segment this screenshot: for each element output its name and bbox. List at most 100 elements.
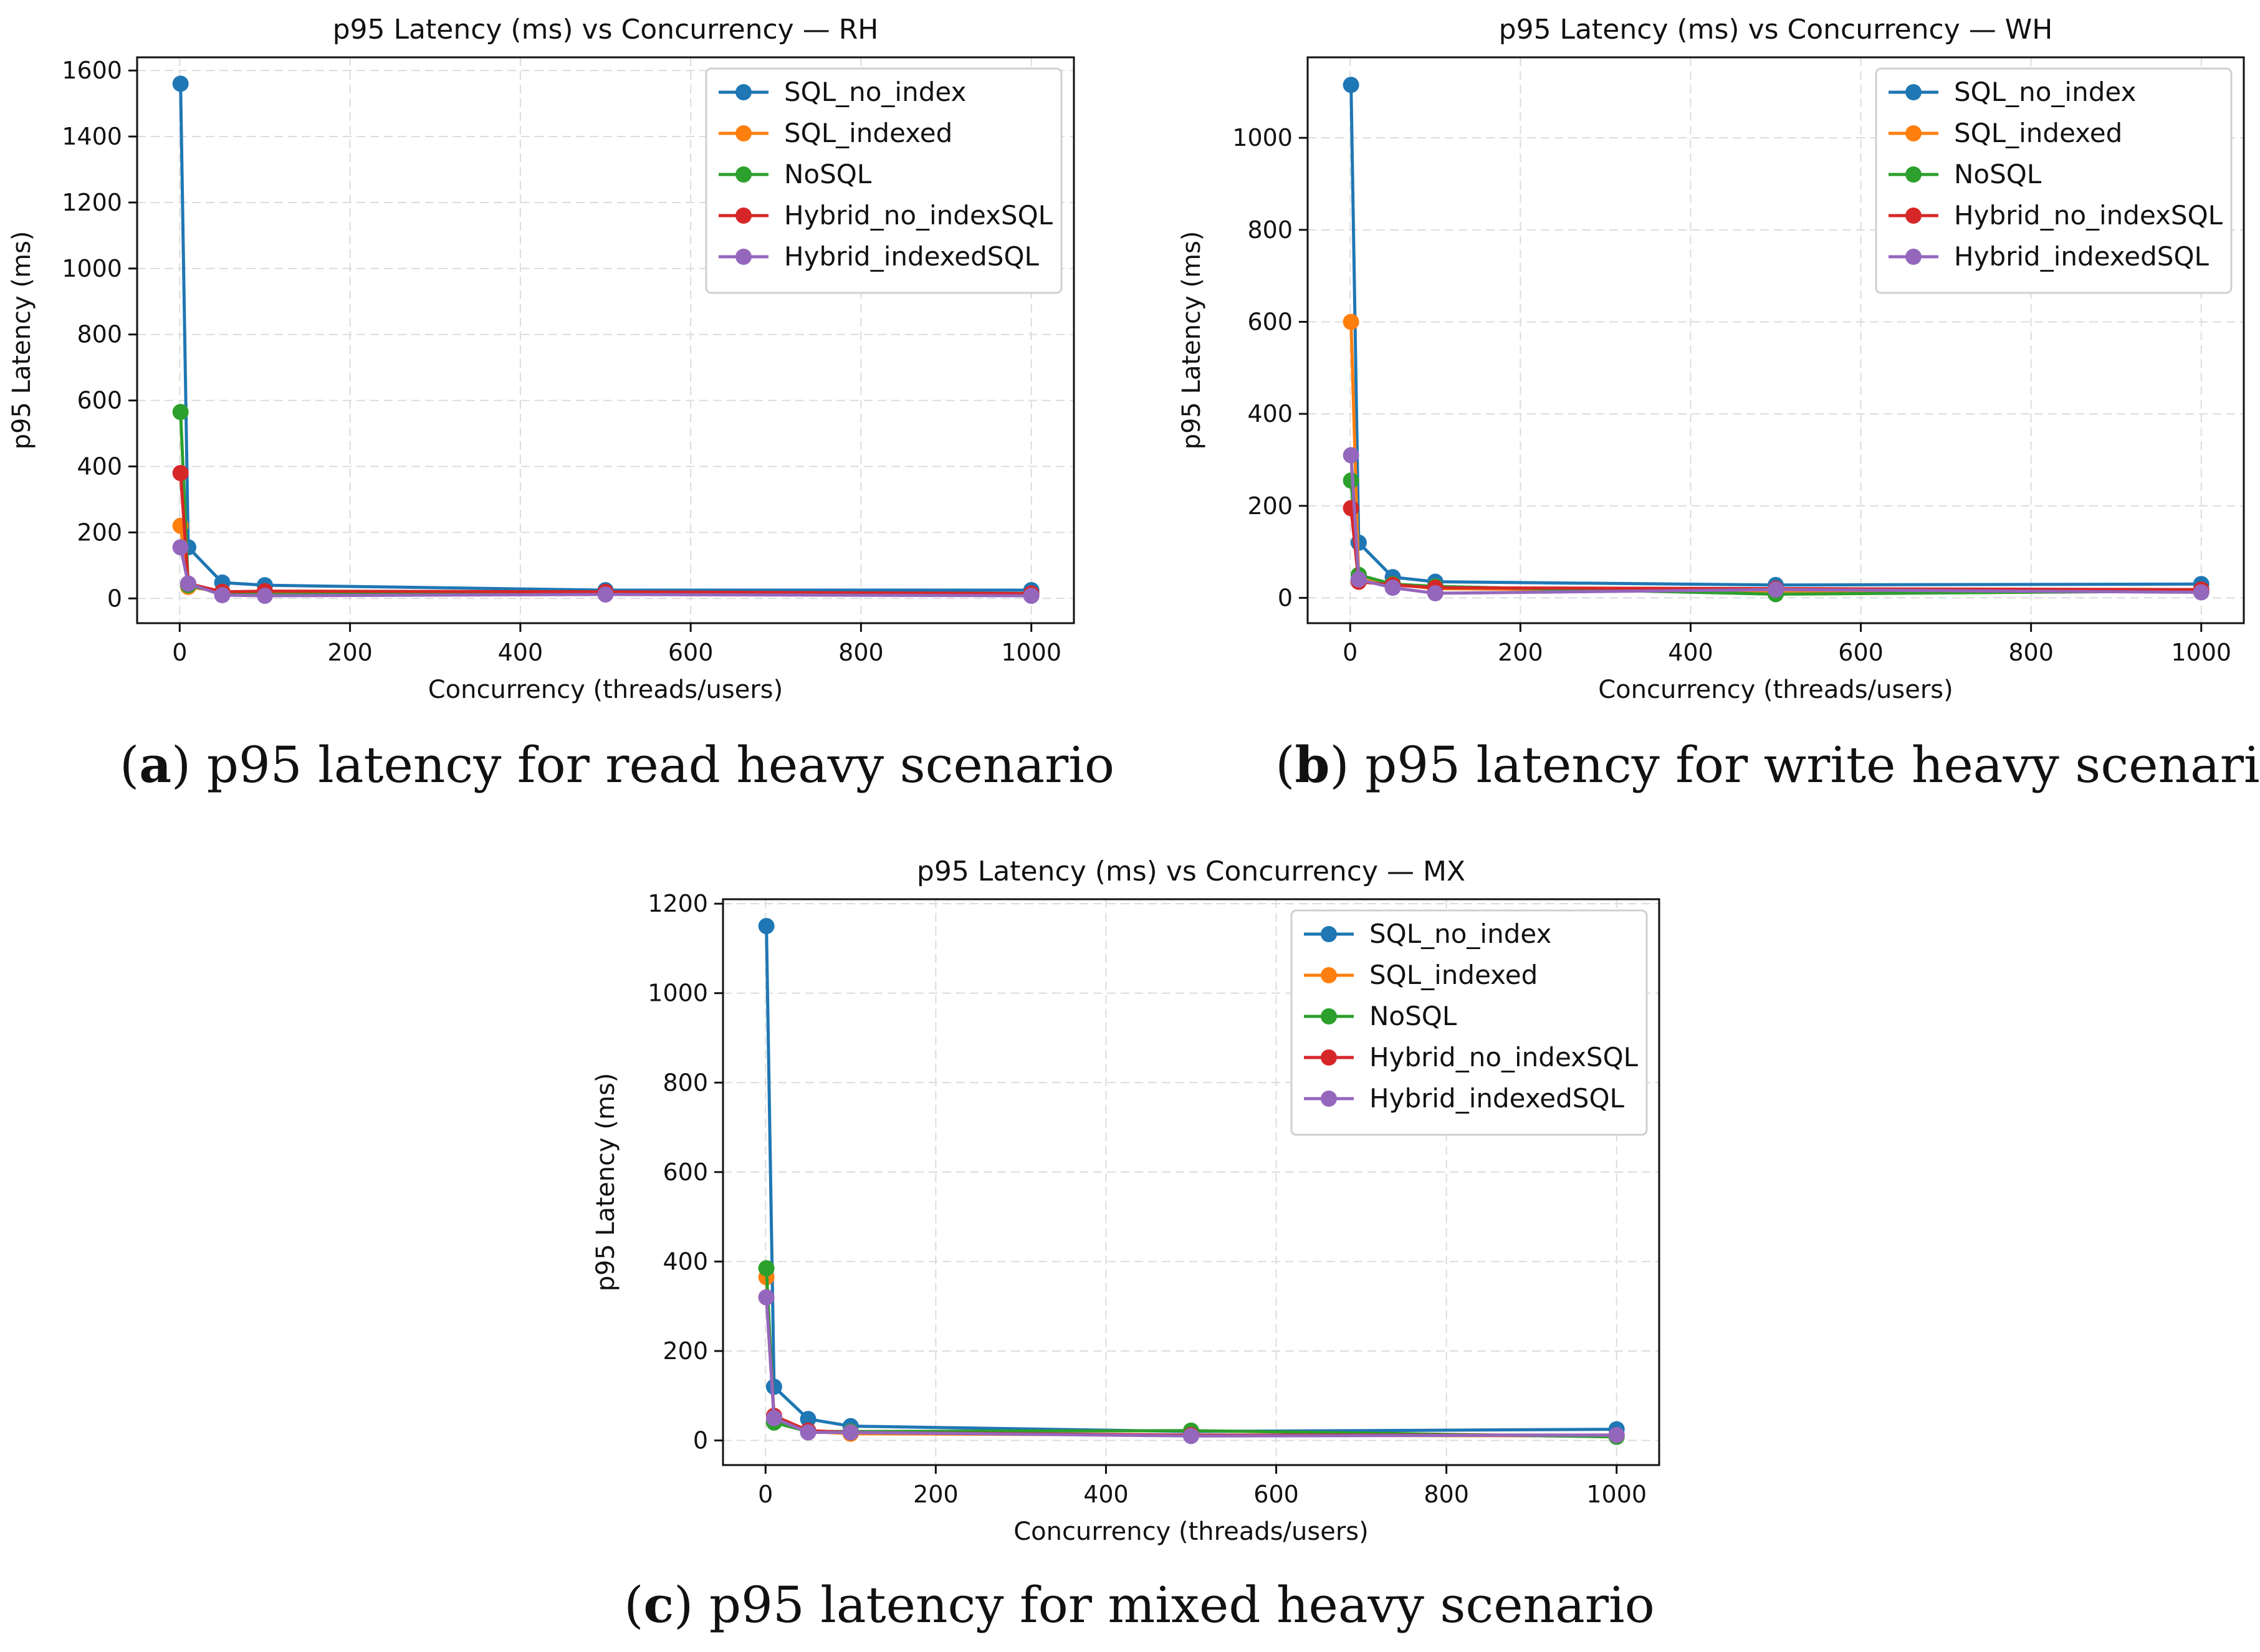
series-line-SQL_no_index (1349, 85, 2201, 587)
data-point-Hybrid_indexedSQL (1608, 1426, 1625, 1443)
y-axis-label: p95 Latency (ms) (1177, 231, 1206, 450)
y-tick-label: 0 (107, 585, 122, 612)
legend-marker-Hybrid_no_indexSQL (1905, 208, 1922, 224)
data-point-Hybrid_indexedSQL (180, 575, 196, 592)
series-line-SQL_indexed (765, 1277, 1617, 1438)
caption-text: ) p95 latency for write heavy scenario (1329, 736, 2260, 794)
series-line-Hybrid_indexedSQL (1349, 455, 2201, 595)
caption-prefix: ( (1275, 736, 1295, 794)
legend: SQL_no_index SQL_indexed NoSQL Hybrid_no_in… (705, 67, 1063, 294)
y-tick-label: 1000 (648, 980, 708, 1007)
data-point-SQL_no_index (172, 75, 189, 92)
x-tick-label: 600 (1838, 639, 1884, 666)
legend-marker-SQL_no_index (735, 84, 752, 100)
data-point-Hybrid_indexedSQL (597, 586, 614, 603)
data-point-SQL_no_index (765, 1378, 782, 1395)
caption-prefix: ( (624, 1576, 643, 1634)
y-tick-label: 1200 (62, 189, 122, 216)
y-tick-label: 0 (693, 1427, 708, 1454)
data-point-Hybrid_indexedSQL (842, 1424, 859, 1441)
x-tick-label: 400 (498, 639, 543, 666)
y-tick-label: 1400 (62, 123, 122, 150)
legend-marker-NoSQL (735, 166, 752, 183)
x-tick-label: 200 (1498, 639, 1543, 666)
legend-marker-NoSQL (1321, 1008, 1337, 1024)
legend: SQL_no_index SQL_indexed NoSQL Hybrid_no_in… (1290, 909, 1648, 1136)
x-tick-label: 200 (327, 639, 373, 666)
chart-title: p95 Latency (ms) vs Concurrency — RH (333, 14, 879, 45)
x-tick-label: 1000 (2171, 639, 2231, 666)
series-line-Hybrid_indexedSQL (765, 1297, 1617, 1438)
y-axis-label: p95 Latency (ms) (591, 1073, 620, 1292)
x-tick-label: 400 (1083, 1481, 1129, 1508)
legend-label: Hybrid_indexedSQL (1369, 1083, 1625, 1114)
data-point-SQL_no_index (800, 1411, 816, 1428)
data-point-NoSQL (172, 404, 189, 421)
data-point-Hybrid_indexedSQL (1023, 588, 1040, 604)
y-tick-label: 800 (77, 321, 122, 348)
y-tick-label: 600 (77, 387, 122, 414)
series-line-Hybrid_no_indexSQL (765, 1297, 1617, 1437)
legend-label: SQL_indexed (1954, 118, 2122, 148)
y-tick-label: 800 (663, 1069, 708, 1096)
legend-marker-NoSQL (1905, 166, 1922, 183)
y-tick-label: 0 (1278, 584, 1293, 611)
legend-box (1875, 67, 2233, 294)
y-tick-label: 600 (1247, 308, 1293, 335)
legend-label: NoSQL (1369, 1001, 1457, 1031)
caption-text: ) p95 latency for mixed heavy scenario (674, 1576, 1655, 1634)
series-line-NoSQL (179, 412, 1032, 596)
legend-marker-SQL_indexed (1905, 125, 1922, 141)
legend-marker-Hybrid_indexedSQL (1321, 1091, 1337, 1107)
x-tick-label: 1000 (1001, 639, 1061, 666)
legend-label: Hybrid_no_indexSQL (784, 200, 1053, 231)
x-axis-label: Concurrency (threads/users) (1598, 676, 1953, 704)
x-tick-label: 0 (1343, 639, 1357, 666)
x-tick-label: 200 (913, 1481, 959, 1508)
data-point-Hybrid_indexedSQL (800, 1424, 816, 1441)
legend-marker-SQL_no_index (1905, 84, 1922, 100)
x-axis-label: Concurrency (threads/users) (428, 676, 783, 704)
caption-letter: a (139, 735, 171, 794)
y-tick-label: 600 (663, 1158, 708, 1186)
data-point-Hybrid_indexedSQL (2193, 584, 2210, 601)
y-axis-label: p95 Latency (ms) (7, 231, 36, 450)
x-tick-label: 800 (1424, 1481, 1469, 1508)
data-point-Hybrid_indexedSQL (1343, 447, 1359, 464)
legend-label: SQL_indexed (1369, 960, 1538, 990)
data-point-Hybrid_indexedSQL (1768, 581, 1784, 598)
legend-label: NoSQL (1954, 159, 2042, 189)
x-tick-label: 800 (2008, 639, 2054, 666)
x-axis-label: Concurrency (threads/users) (1013, 1517, 1368, 1546)
y-tick-label: 200 (77, 518, 122, 546)
legend-label: SQL_no_index (784, 77, 966, 107)
legend-marker-SQL_indexed (735, 125, 752, 141)
series-line-SQL_indexed (1349, 322, 2201, 593)
y-tick-label: 800 (1247, 216, 1293, 244)
y-tick-label: 1600 (62, 57, 122, 84)
chart-title: p95 Latency (ms) vs Concurrency — WH (1499, 14, 2053, 45)
caption-prefix: ( (120, 736, 139, 794)
legend-marker-SQL_indexed (1321, 967, 1337, 983)
y-tick-label: 1000 (62, 255, 122, 282)
legend-marker-Hybrid_indexedSQL (1905, 249, 1922, 265)
legend-box (1290, 909, 1648, 1136)
legend-label: Hybrid_no_indexSQL (1954, 200, 2223, 231)
data-point-Hybrid_indexedSQL (256, 588, 273, 604)
x-tick-label: 600 (1253, 1481, 1299, 1508)
data-point-Hybrid_indexedSQL (1350, 571, 1367, 588)
data-point-NoSQL (758, 1260, 775, 1277)
legend: SQL_no_index SQL_indexed NoSQL Hybrid_no_in… (1875, 67, 2233, 294)
data-point-Hybrid_indexedSQL (1183, 1428, 1199, 1444)
plot-frame (722, 898, 1660, 1466)
caption-text: ) p95 latency for read heavy scenario (171, 736, 1114, 794)
chart-panel-a: p95 Latency (ms) vs Concurrency — RH 0 200… (7, 14, 1114, 794)
plot-frame (136, 56, 1075, 624)
data-point-Hybrid_indexedSQL (214, 586, 231, 603)
legend-label: Hybrid_indexedSQL (1954, 241, 2210, 272)
legend-marker-Hybrid_indexedSQL (735, 249, 752, 265)
y-tick-label: 200 (1247, 492, 1293, 520)
x-tick-label: 600 (668, 639, 714, 666)
data-point-Hybrid_indexedSQL (1427, 585, 1444, 602)
